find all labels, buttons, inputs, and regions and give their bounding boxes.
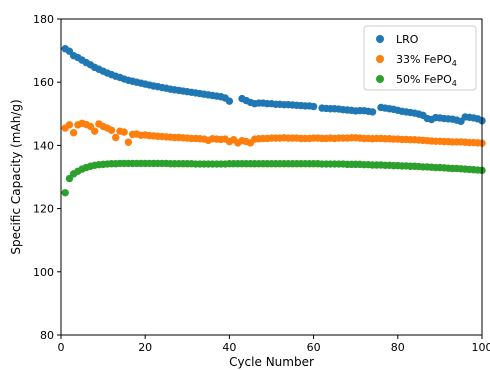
legend-entry-text: LRO bbox=[396, 33, 419, 46]
legend-entry-text: 33% FePO bbox=[396, 53, 452, 66]
data-point bbox=[107, 126, 116, 134]
legend-entry-label: 50% FePO4 bbox=[396, 73, 457, 88]
y-axis-title: Specific Capacity (mAh/g) bbox=[9, 99, 23, 254]
data-point bbox=[61, 189, 69, 197]
data-point bbox=[90, 127, 99, 135]
x-tick-label: 20 bbox=[138, 341, 152, 354]
legend-entry-subscript: 4 bbox=[452, 59, 457, 68]
series-1-points bbox=[61, 45, 486, 126]
y-tick-label: 160 bbox=[33, 76, 54, 89]
legend-entry-subscript: 4 bbox=[452, 79, 457, 88]
data-point bbox=[120, 128, 128, 136]
legend-marker bbox=[376, 75, 384, 83]
series-2-points bbox=[61, 119, 486, 147]
y-tick-label: 140 bbox=[33, 139, 54, 152]
data-point bbox=[86, 122, 95, 131]
axes: 0 20 40 60 80 100 80 100 120 140 160 180 bbox=[33, 13, 490, 354]
legend-entry-label: 33% FePO4 bbox=[396, 53, 457, 68]
data-point bbox=[65, 174, 74, 183]
x-tick-label: 100 bbox=[472, 341, 490, 354]
y-tick-label: 80 bbox=[40, 329, 54, 342]
data-point bbox=[368, 108, 377, 116]
data-point bbox=[124, 138, 133, 146]
x-tick-label: 40 bbox=[222, 341, 236, 354]
plot-frame bbox=[60, 18, 483, 336]
data-point bbox=[309, 102, 318, 111]
y-tick-label: 180 bbox=[33, 13, 54, 26]
data-point bbox=[65, 121, 74, 129]
legend-marker bbox=[376, 35, 384, 43]
legend-entry-label: LRO bbox=[396, 33, 419, 46]
legend-box bbox=[363, 25, 477, 91]
x-tick-label: 60 bbox=[307, 341, 321, 354]
y-tick-label: 100 bbox=[33, 266, 54, 279]
series-3-points bbox=[61, 159, 486, 197]
legend-entry-text: 50% FePO bbox=[396, 73, 452, 86]
data-point bbox=[112, 133, 120, 142]
x-axis-title: Cycle Number bbox=[229, 355, 314, 369]
data-point bbox=[69, 129, 78, 137]
data-points bbox=[61, 45, 486, 197]
legend-marker bbox=[376, 55, 384, 63]
x-tick-label: 80 bbox=[391, 341, 405, 354]
data-point bbox=[225, 97, 234, 105]
x-tick-label: 0 bbox=[58, 341, 65, 354]
y-tick-label: 120 bbox=[33, 203, 54, 216]
